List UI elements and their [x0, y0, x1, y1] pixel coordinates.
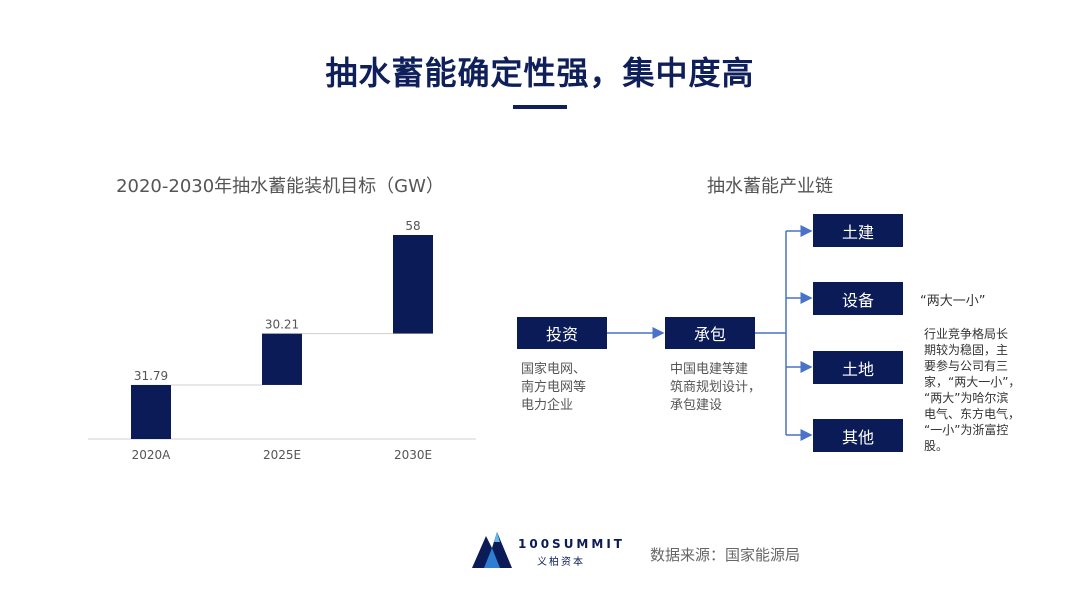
logo-subtitle: 义柏资本: [537, 557, 585, 568]
chart-title: 2020-2030年抽水蓄能装机目标（GW）: [116, 176, 444, 197]
equipment-note: 行业竞争格局长 期较为稳固，主 要参与公司有三 家，“两大一小”， “两大”为哈…: [924, 327, 1021, 453]
x-tick-2025E: 2025E: [263, 448, 301, 462]
x-tick-2020A: 2020A: [132, 448, 172, 462]
bar-2030E: [393, 235, 433, 334]
equipment-quote: “两大一小”: [920, 294, 986, 309]
output-box-other: 其他: [813, 419, 903, 452]
data-label-2025E: 30.21: [265, 318, 299, 332]
invest-desc: 国家电网、 南方电网等 电力企业: [521, 362, 587, 413]
invest-box: 投资: [517, 317, 607, 349]
output-box-land: 土地: [813, 351, 903, 384]
output-box-equipment: 设备: [813, 282, 903, 315]
bar-2020A: [131, 384, 171, 439]
x-tick-2030E: 2030E: [394, 448, 432, 462]
mountain-logo-icon: [472, 532, 512, 568]
contract-desc: 中国电建等建 筑商规划设计， 承包建设: [670, 362, 762, 413]
data-label-2020A: 31.79: [134, 369, 168, 383]
data-source: 数据来源：国家能源局: [650, 546, 801, 564]
logo-brand: 100SUMMIT: [518, 537, 625, 551]
output-box-civil: 土建: [813, 214, 903, 247]
bar-2025E: [262, 333, 302, 385]
page-title: 抽水蓄能确定性强，集中度高: [325, 54, 755, 92]
title-underline: [513, 105, 567, 109]
chain-title: 抽水蓄能产业链: [707, 176, 833, 197]
contract-box: 承包: [665, 317, 755, 349]
data-label-2030E: 58: [405, 219, 420, 233]
